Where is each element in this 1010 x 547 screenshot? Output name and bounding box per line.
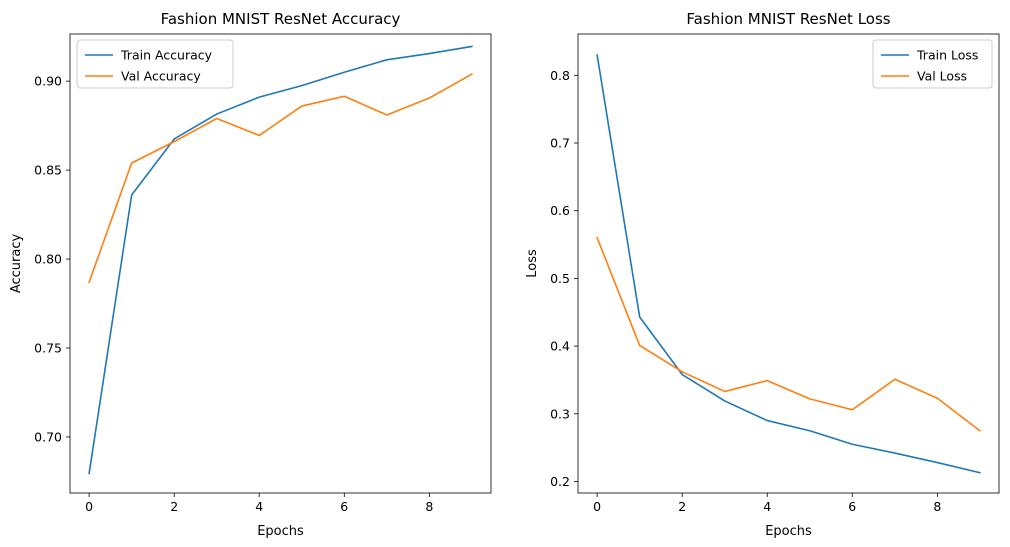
x-axis-label: Epochs (765, 524, 812, 539)
x-tick-label: 6 (848, 499, 856, 514)
y-tick-label: 0.8 (550, 68, 570, 83)
y-tick-label: 0.4 (550, 339, 570, 354)
chart-loss: Fashion MNIST ResNet Loss 0 2 4 6 8 0.2 0.3 0.4 0… (525, 10, 1000, 539)
legend-label: Val Accuracy (121, 69, 201, 84)
x-tick-label: 2 (678, 499, 686, 514)
chart-accuracy: Fashion MNIST ResNet Accuracy 0 2 4 6 8 0.70 0.… (9, 10, 492, 539)
plot-frame (69, 33, 492, 494)
x-tick-label: 6 (340, 499, 348, 514)
y-tick-label: 0.2 (550, 474, 570, 489)
series-line-train-accuracy (88, 45, 473, 475)
legend: Train Loss Val Loss (872, 39, 993, 89)
y-tick-label: 0.75 (34, 341, 62, 356)
y-tick-label: 0.5 (550, 271, 570, 286)
x-tick-label: 8 (425, 499, 433, 514)
x-tick-label: 4 (763, 499, 771, 514)
plot-frame (577, 33, 1000, 494)
y-tick-label: 0.80 (34, 252, 62, 267)
x-tick-label: 0 (593, 499, 601, 514)
x-tick-label: 2 (170, 499, 178, 514)
x-axis-label: Epochs (257, 524, 304, 539)
y-axis-label: Accuracy (9, 234, 24, 294)
legend-label: Train Loss (916, 48, 978, 63)
series-line-val-loss (596, 236, 981, 432)
legend: Train Accuracy Val Accuracy (76, 39, 234, 89)
series-line-train-loss (596, 54, 981, 474)
y-tick-label: 0.70 (34, 429, 62, 444)
legend-label: Train Accuracy (120, 48, 213, 63)
chart-title: Fashion MNIST ResNet Accuracy (161, 10, 401, 28)
series-line-val-accuracy (88, 72, 473, 284)
legend-label: Val Loss (917, 69, 967, 84)
y-tick-label: 0.90 (34, 74, 62, 89)
y-tick-label: 0.6 (550, 203, 570, 218)
y-tick-label: 0.85 (34, 163, 62, 178)
x-tick-label: 0 (85, 499, 93, 514)
legend-box (76, 39, 234, 89)
x-tick-label: 4 (255, 499, 263, 514)
y-axis-label: Loss (525, 249, 540, 278)
chart-title: Fashion MNIST ResNet Loss (686, 10, 890, 28)
y-tick-label: 0.7 (550, 135, 570, 150)
y-tick-label: 0.3 (550, 406, 570, 421)
x-tick-label: 8 (933, 499, 941, 514)
